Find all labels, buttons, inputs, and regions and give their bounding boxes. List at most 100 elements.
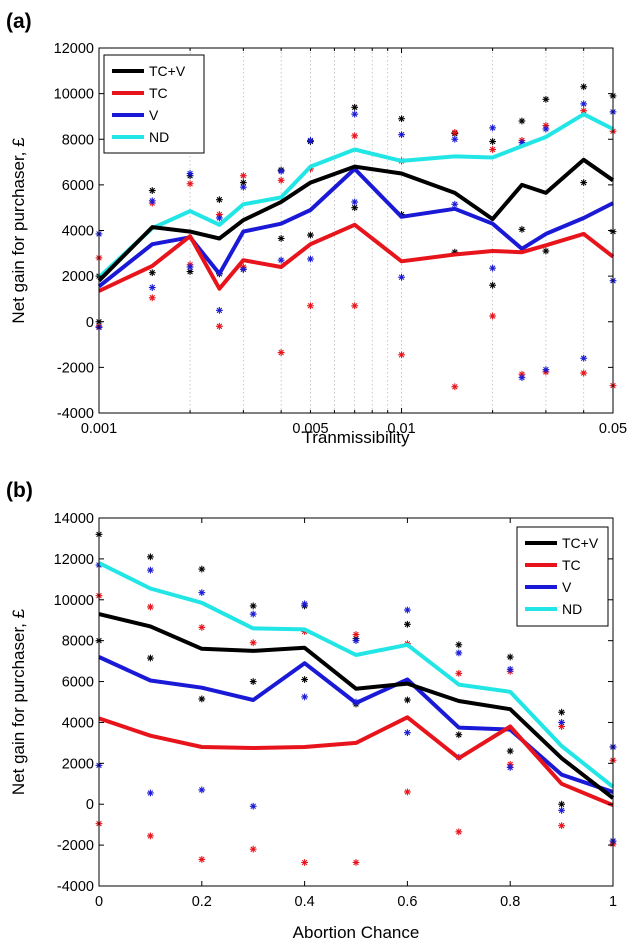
scatter-point xyxy=(198,856,206,863)
asterisk-stroke xyxy=(216,196,223,203)
scatter-point xyxy=(398,351,405,359)
scatter-point xyxy=(147,789,154,797)
asterisk-stroke xyxy=(147,554,154,560)
data-layer xyxy=(95,530,617,866)
asterisk-stroke xyxy=(147,604,154,610)
scatter-point xyxy=(558,708,565,716)
asterisk-stroke xyxy=(558,719,565,726)
asterisk-stroke xyxy=(149,295,156,301)
asterisk-stroke xyxy=(351,133,358,139)
scatter-point xyxy=(558,719,565,726)
scatter-point xyxy=(249,678,257,685)
scatter-point xyxy=(404,606,411,614)
asterisk-stroke xyxy=(278,349,284,356)
scatter-point xyxy=(215,214,223,222)
scatter-point xyxy=(186,180,194,188)
asterisk-stroke xyxy=(580,101,587,107)
legend-label: V xyxy=(562,579,572,595)
scatter-point xyxy=(451,383,459,391)
series-line-tc xyxy=(98,715,614,808)
y-tick-label: 12000 xyxy=(54,41,94,57)
asterisk-stroke xyxy=(187,264,193,270)
scatter-point xyxy=(186,263,194,271)
scatter-point xyxy=(580,83,588,91)
scatter-point xyxy=(506,653,514,661)
scatter-point xyxy=(239,179,247,186)
asterisk-stroke xyxy=(278,257,284,263)
asterisk-stroke xyxy=(199,589,205,596)
series-line-nd xyxy=(98,561,615,789)
asterisk-stroke xyxy=(353,859,359,866)
scatter-point xyxy=(518,117,526,125)
asterisk-stroke xyxy=(519,139,525,146)
scatter-point xyxy=(239,183,247,191)
asterisk-stroke xyxy=(456,731,462,738)
scatter-point xyxy=(307,302,314,310)
y-tick-label: -4000 xyxy=(57,879,94,895)
legend-item-tc: TC xyxy=(525,557,581,573)
legend-item-tc-v: TC+V xyxy=(112,63,186,79)
x-tick-label: 0.6 xyxy=(397,894,417,910)
y-tick-label: 14000 xyxy=(54,511,94,527)
asterisk-stroke xyxy=(199,566,205,572)
scatter-point xyxy=(351,302,359,310)
scatter-point xyxy=(489,146,497,153)
y-tick-label: 6000 xyxy=(62,178,94,194)
asterisk-stroke xyxy=(149,269,156,276)
asterisk-stroke xyxy=(543,248,549,254)
scatter-point xyxy=(249,602,257,610)
x-tick-label: 0.001 xyxy=(81,421,117,437)
axes-box xyxy=(98,517,614,887)
x-tick-label: 0.01 xyxy=(387,421,415,437)
scatter-point xyxy=(307,136,314,144)
scatter-point xyxy=(352,859,360,866)
scatter-point xyxy=(558,806,565,814)
scatter-point xyxy=(518,374,526,382)
asterisk-stroke xyxy=(404,729,411,736)
y-tick-label: 2000 xyxy=(62,756,94,772)
asterisk-stroke xyxy=(452,136,458,143)
asterisk-stroke xyxy=(507,666,513,673)
series-line-tc-v xyxy=(98,612,615,800)
scatter-point xyxy=(147,603,154,611)
y-tick-label: 6000 xyxy=(62,675,94,691)
asterisk-stroke xyxy=(398,274,405,281)
asterisk-stroke xyxy=(278,168,284,174)
y-axis-label: Net gain for purchaser, £ xyxy=(9,608,28,795)
scatter-point xyxy=(147,553,154,561)
y-tick-label: 10000 xyxy=(54,593,94,609)
asterisk-stroke xyxy=(216,307,223,314)
legend-label: ND xyxy=(149,129,169,145)
scatter-point xyxy=(506,764,514,771)
asterisk-stroke xyxy=(543,96,549,103)
scatter-point xyxy=(307,255,314,263)
asterisk-stroke xyxy=(452,383,458,390)
asterisk-stroke xyxy=(250,846,256,852)
asterisk-stroke xyxy=(519,118,525,124)
asterisk-stroke xyxy=(351,204,358,211)
scatter-point xyxy=(148,284,156,291)
asterisk-stroke xyxy=(507,748,513,754)
asterisk-stroke xyxy=(301,859,308,866)
asterisk-stroke xyxy=(489,138,496,145)
scatter-point xyxy=(542,247,550,255)
asterisk-stroke xyxy=(489,125,496,131)
asterisk-stroke xyxy=(307,256,314,262)
asterisk-stroke xyxy=(404,789,411,795)
scatter-point xyxy=(198,623,206,631)
y-tick-label: 4000 xyxy=(62,715,94,731)
asterisk-stroke xyxy=(187,180,193,187)
scatter-point xyxy=(186,170,194,177)
legend-item-tc: TC xyxy=(112,85,168,101)
scatter-point xyxy=(489,312,497,320)
scatter-point xyxy=(404,729,411,737)
y-axis-label: Net gain for purchaser, £ xyxy=(9,137,28,324)
scatter-point xyxy=(147,566,154,574)
scatter-point xyxy=(148,197,156,205)
x-tick-label: 1 xyxy=(609,894,617,910)
legend-label: TC+V xyxy=(149,63,186,79)
asterisk-stroke xyxy=(452,201,458,208)
scatter-point xyxy=(277,167,285,175)
chart-panel-1: (b) -4000 -2000 0 2000 4000 6000 8000 10000 12000… xyxy=(6,479,617,942)
asterisk-stroke xyxy=(149,198,156,204)
